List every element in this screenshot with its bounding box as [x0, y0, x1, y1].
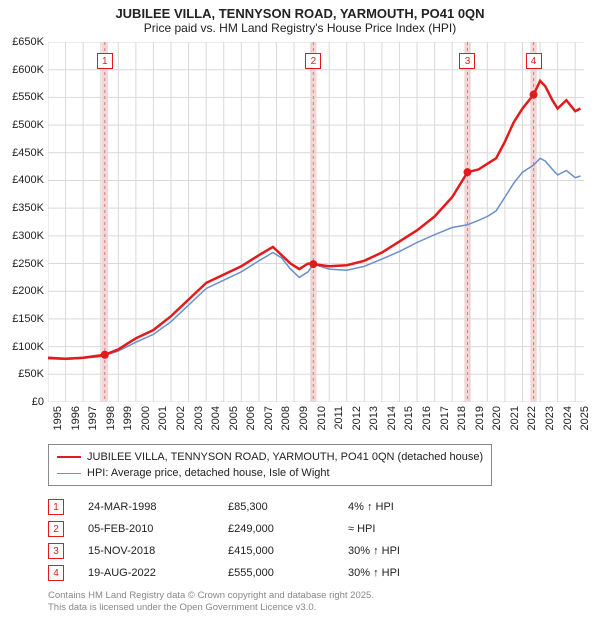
sale-row-hpi: 4% ↑ HPI: [348, 501, 448, 513]
y-tick-label: £650K: [0, 36, 44, 48]
x-tick-label: 2013: [368, 406, 380, 430]
sale-row-price: £85,300: [228, 501, 348, 513]
x-tick-label: 2007: [263, 406, 275, 430]
sale-row-hpi: ≈ HPI: [348, 523, 448, 535]
x-tick-label: 1996: [70, 406, 82, 430]
x-tick-label: 2021: [509, 406, 521, 430]
x-tick-label: 1997: [87, 406, 99, 430]
sale-row: 2 05-FEB-2010£249,000≈ HPI: [48, 518, 448, 540]
sale-row-date: 19-AUG-2022: [88, 567, 228, 579]
chart-subtitle: Price paid vs. HM Land Registry's House …: [0, 21, 600, 39]
footer: Contains HM Land Registry data © Crown c…: [48, 590, 374, 614]
sale-row-price: £415,000: [228, 545, 348, 557]
legend-item-hpi: HPI: Average price, detached house, Isle…: [57, 465, 483, 481]
legend-label-property: JUBILEE VILLA, TENNYSON ROAD, YARMOUTH, …: [87, 449, 483, 465]
y-tick-label: £450K: [0, 147, 44, 159]
legend-item-property: JUBILEE VILLA, TENNYSON ROAD, YARMOUTH, …: [57, 449, 483, 465]
y-tick-label: £200K: [0, 285, 44, 297]
y-tick-label: £100K: [0, 341, 44, 353]
sale-row-marker: 3: [48, 543, 64, 559]
legend-swatch-property: [57, 456, 81, 458]
plot-area: 1 2 3 4: [48, 42, 584, 402]
y-tick-label: £500K: [0, 119, 44, 131]
sale-row-date: 24-MAR-1998: [88, 501, 228, 513]
sale-row: 4 19-AUG-2022£555,00030% ↑ HPI: [48, 562, 448, 584]
x-tick-label: 2005: [228, 406, 240, 430]
y-tick-label: £150K: [0, 313, 44, 325]
sale-marker-box: 1: [97, 53, 113, 69]
x-tick-label: 2018: [456, 406, 468, 430]
sales-table: 124-MAR-1998£85,3004% ↑ HPI205-FEB-2010£…: [48, 496, 448, 584]
x-tick-label: 2004: [210, 406, 222, 430]
legend-label-hpi: HPI: Average price, detached house, Isle…: [87, 465, 330, 481]
y-tick-label: £250K: [0, 258, 44, 270]
x-tick-label: 2000: [140, 406, 152, 430]
x-tick-label: 2014: [386, 406, 398, 430]
y-tick-label: £0: [0, 396, 44, 408]
chart-title: JUBILEE VILLA, TENNYSON ROAD, YARMOUTH, …: [0, 0, 600, 21]
sale-row-hpi: 30% ↑ HPI: [348, 545, 448, 557]
y-tick-label: £400K: [0, 174, 44, 186]
x-tick-label: 2011: [333, 406, 345, 430]
x-tick-label: 2019: [474, 406, 486, 430]
sale-marker-box: 2: [305, 53, 321, 69]
footer-line1: Contains HM Land Registry data © Crown c…: [48, 590, 374, 602]
sale-row-price: £555,000: [228, 567, 348, 579]
x-tick-label: 2020: [491, 406, 503, 430]
x-tick-label: 2023: [544, 406, 556, 430]
y-tick-label: £550K: [0, 91, 44, 103]
y-tick-label: £600K: [0, 64, 44, 76]
legend: JUBILEE VILLA, TENNYSON ROAD, YARMOUTH, …: [48, 444, 492, 486]
x-tick-label: 2012: [351, 406, 363, 430]
sale-row: 1 24-MAR-1998£85,3004% ↑ HPI: [48, 496, 448, 518]
sale-row-marker: 2: [48, 521, 64, 537]
x-tick-label: 2016: [421, 406, 433, 430]
x-tick-label: 2009: [298, 406, 310, 430]
sale-row: 3 15-NOV-2018£415,00030% ↑ HPI: [48, 540, 448, 562]
x-tick-label: 2008: [280, 406, 292, 430]
footer-line2: This data is licensed under the Open Gov…: [48, 602, 374, 614]
legend-swatch-hpi: [57, 473, 81, 474]
y-tick-label: £300K: [0, 230, 44, 242]
x-tick-label: 2017: [439, 406, 451, 430]
sale-row-hpi: 30% ↑ HPI: [348, 567, 448, 579]
x-tick-label: 2001: [157, 406, 169, 430]
chart-svg: [48, 42, 584, 402]
x-tick-label: 2010: [316, 406, 328, 430]
x-tick-label: 2006: [245, 406, 257, 430]
sale-marker-box: 3: [459, 53, 475, 69]
x-tick-label: 2022: [526, 406, 538, 430]
x-tick-label: 1995: [52, 406, 64, 430]
sale-row-marker: 1: [48, 499, 64, 515]
sale-row-date: 15-NOV-2018: [88, 545, 228, 557]
chart-container: JUBILEE VILLA, TENNYSON ROAD, YARMOUTH, …: [0, 0, 600, 620]
sale-row-date: 05-FEB-2010: [88, 523, 228, 535]
x-tick-label: 1998: [105, 406, 117, 430]
sale-row-marker: 4: [48, 565, 64, 581]
sale-marker-box: 4: [526, 53, 542, 69]
x-tick-label: 2025: [579, 406, 591, 430]
y-tick-label: £50K: [0, 368, 44, 380]
x-tick-label: 1999: [122, 406, 134, 430]
y-tick-label: £350K: [0, 202, 44, 214]
x-tick-label: 2015: [403, 406, 415, 430]
x-tick-label: 2003: [193, 406, 205, 430]
x-tick-label: 2024: [562, 406, 574, 430]
x-tick-label: 2002: [175, 406, 187, 430]
sale-row-price: £249,000: [228, 523, 348, 535]
